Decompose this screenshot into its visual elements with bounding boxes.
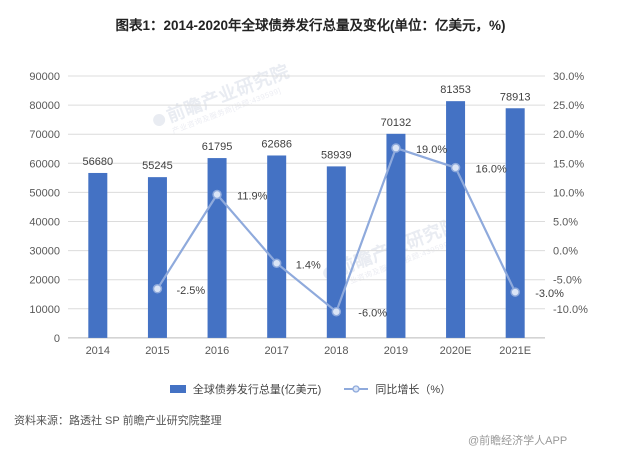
svg-text:80000: 80000 xyxy=(29,100,60,112)
svg-text:2014: 2014 xyxy=(86,345,110,357)
svg-text:0: 0 xyxy=(54,333,60,345)
svg-text:81353: 81353 xyxy=(440,84,471,96)
svg-text:2019: 2019 xyxy=(384,345,408,357)
svg-text:2016: 2016 xyxy=(205,345,229,357)
svg-text:20000: 20000 xyxy=(29,275,60,287)
svg-text:55245: 55245 xyxy=(142,160,173,172)
svg-text:70132: 70132 xyxy=(381,117,412,129)
svg-text:10.0%: 10.0% xyxy=(553,187,584,199)
svg-text:15.0%: 15.0% xyxy=(553,158,584,170)
svg-text:70000: 70000 xyxy=(29,129,60,141)
svg-text:20.0%: 20.0% xyxy=(553,129,584,141)
svg-text:30.0%: 30.0% xyxy=(553,71,584,83)
svg-text:60000: 60000 xyxy=(29,158,60,170)
svg-text:56680: 56680 xyxy=(83,156,114,168)
svg-text:25.0%: 25.0% xyxy=(553,100,584,112)
svg-text:10000: 10000 xyxy=(29,304,60,316)
svg-text:62686: 62686 xyxy=(261,138,292,150)
svg-text:40000: 40000 xyxy=(29,217,60,229)
svg-text:-10.0%: -10.0% xyxy=(553,304,588,316)
svg-text:16.0%: 16.0% xyxy=(476,164,507,176)
svg-text:0.0%: 0.0% xyxy=(553,246,578,258)
svg-text:-6.0%: -6.0% xyxy=(358,308,387,320)
svg-text:50000: 50000 xyxy=(29,187,60,199)
svg-text:2017: 2017 xyxy=(264,345,288,357)
svg-text:78913: 78913 xyxy=(500,91,531,103)
svg-text:1.4%: 1.4% xyxy=(296,259,321,271)
svg-text:5.0%: 5.0% xyxy=(553,217,578,229)
svg-text:90000: 90000 xyxy=(29,71,60,83)
svg-text:2020E: 2020E xyxy=(440,345,472,357)
svg-text:2018: 2018 xyxy=(324,345,348,357)
svg-text:-5.0%: -5.0% xyxy=(553,275,582,287)
svg-text:2015: 2015 xyxy=(145,345,169,357)
svg-text:11.9%: 11.9% xyxy=(237,191,268,203)
svg-text:19.0%: 19.0% xyxy=(416,144,447,156)
svg-text:58939: 58939 xyxy=(321,149,352,161)
svg-text:-2.5%: -2.5% xyxy=(176,285,205,297)
svg-text:30000: 30000 xyxy=(29,246,60,258)
svg-text:-3.0%: -3.0% xyxy=(535,288,564,300)
svg-text:61795: 61795 xyxy=(202,141,233,153)
svg-text:2021E: 2021E xyxy=(499,345,531,357)
